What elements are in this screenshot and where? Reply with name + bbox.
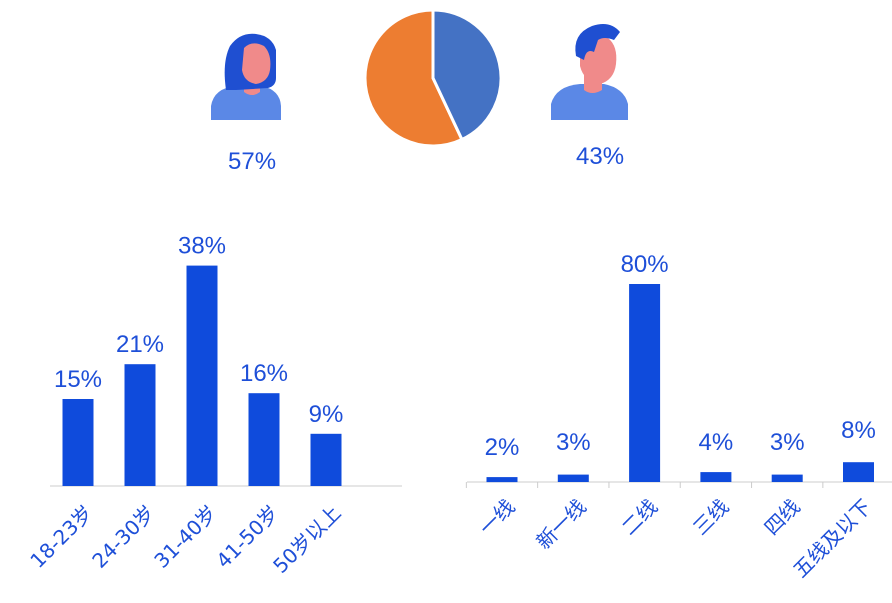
- bar: [124, 364, 156, 486]
- x-tick-label: 四线: [759, 495, 804, 540]
- data-label: 3%: [770, 429, 805, 456]
- male-avatar-icon: [551, 24, 628, 120]
- x-tick-label: 50岁以上: [268, 501, 345, 578]
- bar: [629, 284, 661, 482]
- x-tick-label: 18-23岁: [25, 501, 97, 573]
- data-label: 15%: [54, 366, 102, 393]
- male-percent-label: 43%: [576, 143, 625, 170]
- data-label: 2%: [485, 434, 520, 461]
- x-tick-label: 24-30岁: [87, 501, 159, 573]
- data-label: 21%: [116, 331, 164, 358]
- x-tick-label: 二线: [617, 495, 662, 540]
- bar: [62, 399, 94, 486]
- data-label: 9%: [309, 401, 344, 428]
- x-tick-label: 一线: [474, 495, 519, 540]
- city-tier-bar-chart: 2% 一线 3% 新一线 80% 二线 4% 三线 3% 四线 8% 五线及以下: [465, 251, 892, 583]
- bar: [486, 477, 518, 483]
- bar: [771, 474, 803, 482]
- female-percent-label: 57%: [228, 148, 277, 175]
- x-tick-label: 新一线: [531, 495, 590, 554]
- pie-slice-male: [431, 8, 503, 142]
- pie-slice-female: [363, 8, 464, 148]
- x-tick-label: 31-40岁: [149, 501, 221, 573]
- data-label: 4%: [699, 429, 734, 456]
- x-tick-label: 五线及以下: [788, 495, 876, 583]
- bar: [186, 265, 218, 486]
- bar: [700, 472, 732, 482]
- data-label: 3%: [556, 429, 591, 456]
- bar: [843, 462, 874, 482]
- bar: [310, 433, 342, 486]
- data-label: 16%: [240, 360, 288, 387]
- bar: [248, 393, 280, 486]
- x-tick-label: 三线: [688, 495, 733, 540]
- data-label: 8%: [841, 417, 876, 444]
- data-label: 80%: [621, 251, 669, 278]
- gender-pie-chart: [363, 8, 503, 148]
- female-avatar-icon: [211, 33, 281, 120]
- age-bar-chart: 15%18-23岁21%24-30岁38%31-40岁16%41-50岁9%50…: [25, 233, 402, 578]
- data-label: 38%: [178, 233, 226, 260]
- bar: [557, 474, 589, 482]
